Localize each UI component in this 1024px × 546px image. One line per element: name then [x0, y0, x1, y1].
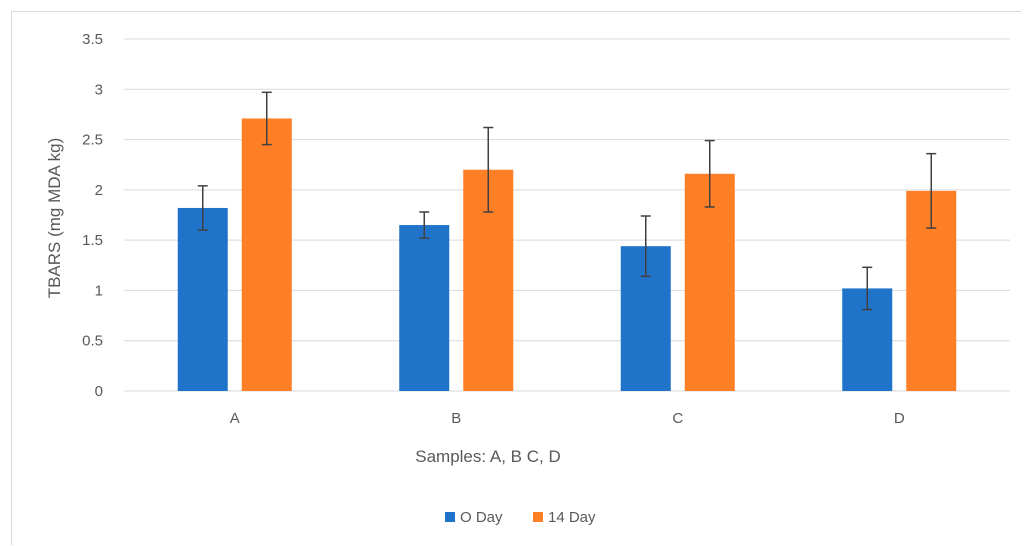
bar-14-day-c: [684, 173, 735, 391]
y-tick-label: 3: [95, 81, 103, 98]
error-bars: [197, 91, 937, 311]
bar-o-day-a: [177, 207, 228, 391]
bar-14-day-a: [241, 118, 292, 392]
bar-o-day-b: [399, 225, 450, 391]
y-tick-label: 1: [95, 282, 103, 299]
y-tick-label: 2: [95, 182, 103, 199]
x-tick-label: A: [230, 410, 240, 427]
y-tick-label: 2.5: [82, 132, 103, 149]
legend-label-14-day: 14 Day: [548, 509, 596, 526]
bars: [177, 118, 957, 392]
x-axis-ticks: A B C D: [230, 410, 905, 427]
legend-swatch-o-day: [445, 512, 455, 522]
y-tick-label: 3.5: [82, 31, 103, 48]
y-axis-ticks: 0 0.5 1 1.5 2 2.5 3 3.5: [82, 31, 103, 400]
legend: O Day 14 Day: [445, 509, 596, 526]
y-tick-label: 0: [95, 383, 103, 400]
x-tick-label: D: [894, 410, 905, 427]
x-axis-label: Samples: A, B C, D: [415, 447, 561, 466]
x-tick-label: C: [672, 410, 683, 427]
y-tick-label: 0.5: [82, 333, 103, 350]
y-tick-label: 1.5: [82, 232, 103, 249]
y-axis-label: TBARS (mg MDA kg): [45, 138, 64, 299]
legend-swatch-14-day: [533, 512, 543, 522]
legend-label-o-day: O Day: [460, 509, 503, 526]
x-tick-label: B: [451, 410, 461, 427]
